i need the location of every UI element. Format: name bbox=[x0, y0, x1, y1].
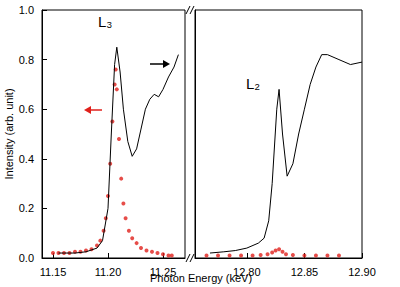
svg-text:0.6: 0.6 bbox=[19, 103, 34, 115]
svg-text:11.25: 11.25 bbox=[150, 266, 177, 278]
svg-text:0.2: 0.2 bbox=[19, 202, 34, 214]
svg-text:0.8: 0.8 bbox=[19, 54, 34, 66]
svg-text:11.15: 11.15 bbox=[40, 266, 67, 278]
svg-text:12.85: 12.85 bbox=[291, 266, 319, 278]
svg-text:12.80: 12.80 bbox=[233, 266, 261, 278]
svg-text:0.0: 0.0 bbox=[19, 252, 34, 264]
svg-text:12.90: 12.90 bbox=[348, 266, 376, 278]
svg-text:L₂: L₂ bbox=[246, 75, 260, 92]
svg-text:1.0: 1.0 bbox=[19, 4, 34, 16]
svg-text:L₃: L₃ bbox=[98, 13, 112, 30]
svg-text:11.20: 11.20 bbox=[95, 266, 122, 278]
svg-text:Photon Energy (keV): Photon Energy (keV) bbox=[150, 271, 253, 284]
svg-text:Intensity (arb. unit): Intensity (arb. unit) bbox=[3, 88, 15, 179]
svg-text:0.4: 0.4 bbox=[19, 153, 34, 165]
